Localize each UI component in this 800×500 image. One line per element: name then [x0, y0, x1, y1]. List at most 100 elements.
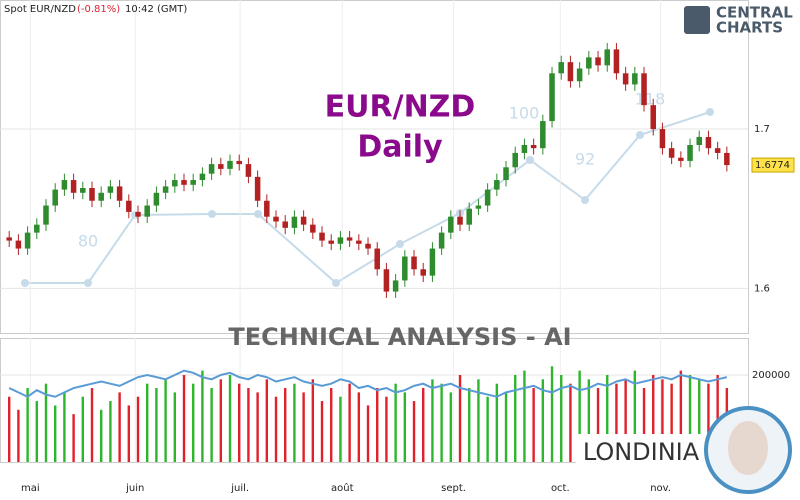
- candle-body: [714, 148, 721, 153]
- volume-bar: [164, 379, 167, 462]
- volume-bar: [514, 374, 517, 462]
- x-tick-label: mai: [21, 483, 40, 494]
- volume-bar: [339, 396, 342, 462]
- watermark-title: EUR/NZD: [325, 90, 476, 125]
- volume-bar: [302, 392, 305, 462]
- candle-body: [411, 256, 417, 270]
- candle-body: [521, 144, 528, 153]
- volume-bar: [311, 379, 315, 462]
- watermark-dot: [396, 240, 404, 248]
- volume-bar: [661, 379, 664, 462]
- watermark-dot: [526, 156, 534, 164]
- volume-bar: [670, 383, 673, 462]
- volume-bar: [541, 379, 545, 462]
- x-tick-label: juin: [125, 483, 144, 494]
- banner: TECHNICAL ANALYSIS - AI: [228, 323, 571, 351]
- candle-body: [300, 216, 307, 225]
- candle-body: [530, 144, 537, 149]
- change: (-0.81%): [77, 4, 120, 15]
- candle-body: [236, 160, 242, 165]
- volume-bar: [698, 379, 701, 462]
- candle-body: [678, 157, 684, 161]
- candle-body: [632, 73, 638, 85]
- x-tick-label: août: [331, 482, 354, 494]
- volume-bar: [376, 388, 379, 462]
- volume-bar: [587, 379, 591, 462]
- logo-bottom: CHARTS: [716, 19, 783, 37]
- volume-bar: [403, 392, 407, 462]
- volume-bar: [357, 392, 361, 462]
- candle-body: [567, 62, 574, 82]
- candle-body: [503, 167, 509, 181]
- candle-body: [540, 121, 546, 149]
- candle-body: [273, 216, 279, 222]
- candle-body: [52, 189, 58, 206]
- volume-bar: [523, 370, 526, 462]
- candle-body: [429, 248, 436, 276]
- candle-body: [402, 256, 408, 281]
- volume-bar: [440, 383, 443, 462]
- candle-body: [208, 164, 215, 174]
- volume-bar: [247, 388, 250, 462]
- candle-body: [144, 205, 150, 217]
- volume-bar: [155, 388, 158, 462]
- volume-bar: [274, 396, 278, 462]
- grid: [0, 0, 748, 462]
- candle-body: [43, 205, 49, 225]
- candle-body: [668, 148, 675, 158]
- volume-bar: [468, 388, 471, 462]
- candle-body: [420, 269, 426, 276]
- candle-body: [705, 137, 712, 149]
- candle-body: [254, 176, 261, 201]
- candle-body: [172, 180, 178, 187]
- volume-bar: [633, 370, 637, 462]
- watermark-dot: [581, 196, 589, 204]
- volume-line: [8, 369, 728, 398]
- candle-body: [34, 224, 40, 233]
- volume-bar: [642, 388, 646, 462]
- candle-body: [328, 240, 334, 244]
- footer-box: [576, 434, 706, 470]
- candle-body: [512, 152, 518, 168]
- volume-bar: [136, 396, 140, 462]
- watermark-dot: [21, 279, 29, 287]
- volume-bar: [569, 383, 572, 462]
- candle-body: [374, 248, 380, 270]
- last-price-box: [751, 157, 795, 173]
- volume-bar: [504, 392, 508, 462]
- time: 10:42 (GMT): [125, 4, 187, 15]
- volume-bar: [146, 383, 149, 462]
- candle-body: [494, 180, 500, 190]
- volume-bar: [256, 392, 259, 462]
- candle-body: [641, 73, 647, 106]
- candle-body: [227, 160, 233, 169]
- volume-bar: [394, 383, 397, 462]
- volume-bar: [17, 409, 20, 462]
- volume-bar: [431, 379, 434, 462]
- candle-body: [595, 57, 601, 66]
- volume-bar: [679, 370, 683, 462]
- logo-icon: [684, 6, 710, 34]
- candle-body: [356, 240, 362, 244]
- candle-body: [475, 205, 482, 209]
- volume-bar: [210, 388, 213, 462]
- volume-bar: [560, 374, 563, 462]
- watermark-number: 80: [78, 232, 98, 251]
- volume-bar: [26, 388, 29, 462]
- watermark-dot: [208, 210, 216, 218]
- volume-bar: [449, 392, 453, 462]
- candle-body: [98, 192, 104, 201]
- candle-body: [457, 216, 463, 225]
- volume-bar: [72, 414, 75, 462]
- symbol: Spot EUR/NZD: [4, 4, 76, 15]
- candle-body: [337, 237, 344, 244]
- candle-body: [218, 164, 224, 169]
- candle-body: [245, 164, 252, 177]
- last-price: 1.6774: [755, 160, 790, 171]
- volume-bar: [486, 396, 489, 462]
- candle-body: [153, 192, 160, 206]
- candle-body: [319, 232, 325, 241]
